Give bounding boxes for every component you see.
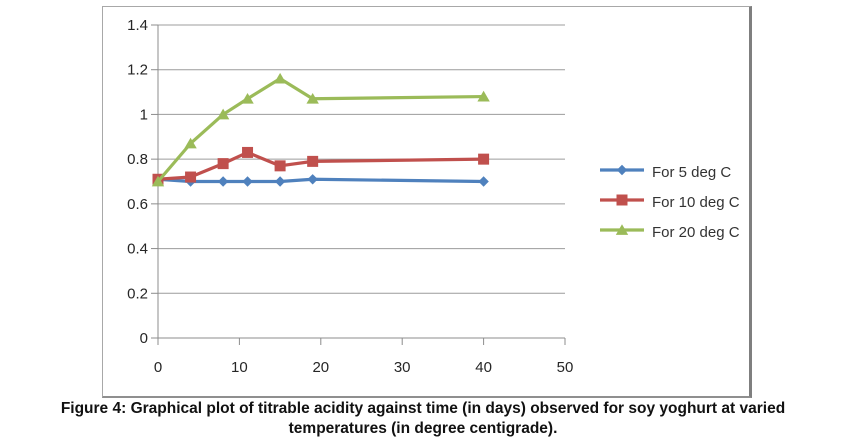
chart-frame: 0 0.2 0.4 0.6 0.8 1 1.2 1.4 0 10 20 30 40 50 For 5 de…: [102, 6, 752, 398]
square-line-marker-icon: [599, 192, 645, 213]
svg-text:0: 0: [154, 359, 162, 376]
svg-text:50: 50: [557, 359, 574, 376]
svg-text:0.6: 0.6: [127, 196, 148, 213]
svg-text:1.2: 1.2: [127, 62, 148, 79]
diamond-line-marker-icon: [599, 162, 645, 183]
legend: For 5 deg C For 10 deg C For 20 deg C: [599, 162, 740, 243]
legend-label: For 20 deg C: [652, 224, 740, 241]
svg-text:1.4: 1.4: [127, 17, 148, 34]
legend-label: For 10 deg C: [652, 194, 740, 211]
figure-caption: Figure 4: Graphical plot of titrable aci…: [0, 399, 846, 438]
caption-line-2: temperatures (in degree centigrade).: [288, 420, 558, 437]
acidity-vs-time-line-chart: 0 0.2 0.4 0.6 0.8 1 1.2 1.4 0 10 20 30 40 50: [127, 17, 574, 376]
legend-item-10deg: For 10 deg C: [599, 192, 740, 213]
svg-text:30: 30: [394, 359, 411, 376]
svg-text:0.8: 0.8: [127, 151, 148, 168]
svg-text:1: 1: [140, 106, 148, 123]
caption-line-1: Figure 4: Graphical plot of titrable aci…: [60, 400, 786, 417]
svg-text:40: 40: [475, 359, 492, 376]
svg-text:0.2: 0.2: [127, 285, 148, 302]
svg-text:10: 10: [231, 359, 248, 376]
legend-item-5deg: For 5 deg C: [599, 162, 740, 183]
svg-text:0.4: 0.4: [127, 241, 148, 258]
svg-text:0: 0: [140, 330, 148, 347]
triangle-line-marker-icon: [599, 222, 645, 243]
legend-label: For 5 deg C: [652, 164, 732, 181]
legend-item-20deg: For 20 deg C: [599, 222, 740, 243]
svg-text:20: 20: [312, 359, 329, 376]
